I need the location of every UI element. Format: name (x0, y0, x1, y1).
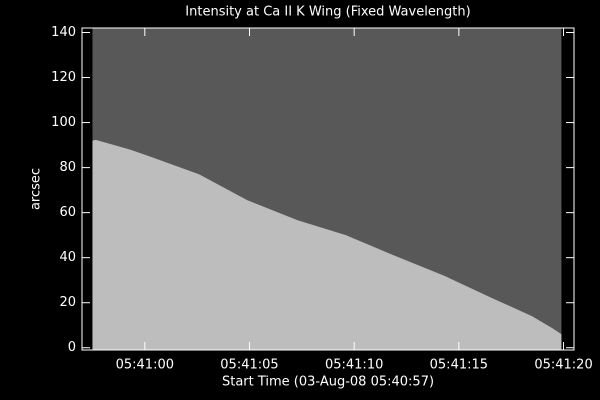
y-tick-label: 20 (59, 295, 76, 310)
y-tick-label: 60 (59, 205, 76, 220)
x-tick-label: 05:41:05 (220, 358, 278, 373)
y-tick-label: 140 (51, 25, 76, 40)
y-tick-label: 100 (51, 115, 76, 130)
y-tick-label: 40 (59, 250, 76, 265)
y-tick-label: 120 (51, 70, 76, 85)
x-tick-label: 05:41:00 (116, 358, 174, 373)
x-axis-label: Start Time (03-Aug-08 05:40:57) (222, 375, 434, 390)
axis-box (81, 27, 575, 351)
area (92, 139, 562, 350)
x-tick-label: 05:41:10 (325, 358, 383, 373)
y-axis-label: arcsec (29, 168, 44, 210)
chart-title: Intensity at Ca II K Wing (Fixed Wavelen… (185, 5, 470, 20)
y-tick-label: 0 (68, 340, 76, 355)
y-tick-label: 80 (59, 160, 76, 175)
x-tick-label: 05:41:20 (534, 358, 592, 373)
x-tick-label: 05:41:15 (430, 358, 488, 373)
